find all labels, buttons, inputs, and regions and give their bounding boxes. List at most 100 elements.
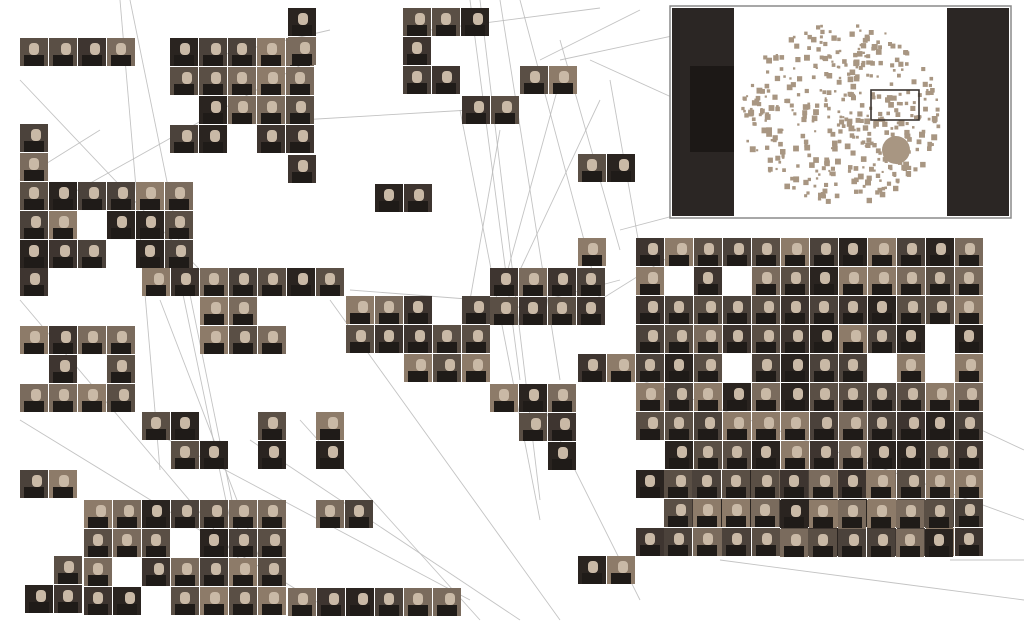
photo-thumbnail[interactable]	[288, 8, 316, 36]
photo-cluster[interactable]	[288, 588, 461, 616]
photo-thumbnail[interactable]	[20, 124, 48, 152]
photo-thumbnail[interactable]	[781, 325, 809, 353]
photo-thumbnail[interactable]	[49, 182, 77, 210]
photo-thumbnail[interactable]	[723, 441, 751, 469]
photo-thumbnail[interactable]	[258, 412, 286, 440]
photo-thumbnail[interactable]	[433, 325, 461, 353]
photo-thumbnail[interactable]	[520, 66, 548, 94]
photo-thumbnail[interactable]	[636, 528, 664, 556]
photo-thumbnail[interactable]	[49, 470, 77, 498]
photo-cluster[interactable]	[170, 38, 314, 153]
photo-thumbnail[interactable]	[258, 326, 286, 354]
photo-thumbnail[interactable]	[490, 268, 518, 296]
photo-thumbnail[interactable]	[897, 354, 925, 382]
photo-thumbnail[interactable]	[752, 383, 780, 411]
photo-thumbnail[interactable]	[54, 585, 82, 613]
photo-thumbnail[interactable]	[84, 558, 112, 586]
photo-thumbnail[interactable]	[78, 384, 106, 412]
photo-thumbnail[interactable]	[636, 267, 664, 295]
photo-thumbnail[interactable]	[200, 297, 228, 325]
photo-thumbnail[interactable]	[433, 354, 461, 382]
photo-thumbnail[interactable]	[810, 441, 838, 469]
photo-thumbnail[interactable]	[142, 529, 170, 557]
photo-thumbnail[interactable]	[955, 267, 983, 295]
photo-thumbnail[interactable]	[257, 96, 285, 124]
photo-thumbnail[interactable]	[346, 325, 374, 353]
photo-thumbnail[interactable]	[897, 412, 925, 440]
photo-thumbnail[interactable]	[694, 325, 722, 353]
photo-thumbnail[interactable]	[810, 325, 838, 353]
photo-thumbnail[interactable]	[810, 238, 838, 266]
photo-thumbnail[interactable]	[78, 182, 106, 210]
photo-thumbnail[interactable]	[839, 238, 867, 266]
photo-thumbnail[interactable]	[171, 412, 199, 440]
photo-thumbnail[interactable]	[49, 355, 77, 383]
photo-thumbnail[interactable]	[781, 383, 809, 411]
photo-thumbnail[interactable]	[107, 38, 135, 66]
photo-thumbnail[interactable]	[636, 296, 664, 324]
photo-thumbnail[interactable]	[404, 184, 432, 212]
photo-thumbnail[interactable]	[752, 296, 780, 324]
photo-thumbnail[interactable]	[868, 325, 896, 353]
photo-thumbnail[interactable]	[519, 384, 547, 412]
photo-thumbnail[interactable]	[868, 441, 896, 469]
photo-thumbnail[interactable]	[809, 470, 837, 498]
photo-thumbnail[interactable]	[694, 267, 722, 295]
photo-thumbnail[interactable]	[867, 529, 895, 557]
photo-cluster[interactable]	[84, 500, 286, 615]
photo-thumbnail[interactable]	[346, 296, 374, 324]
photo-thumbnail[interactable]	[404, 325, 432, 353]
photo-thumbnail[interactable]	[722, 528, 750, 556]
photo-thumbnail[interactable]	[607, 556, 635, 584]
photo-thumbnail[interactable]	[723, 412, 751, 440]
photo-thumbnail[interactable]	[288, 588, 316, 616]
photo-thumbnail[interactable]	[752, 238, 780, 266]
photo-thumbnail[interactable]	[664, 528, 692, 556]
photo-thumbnail[interactable]	[142, 268, 170, 296]
photo-thumbnail[interactable]	[926, 412, 954, 440]
photo-thumbnail[interactable]	[752, 441, 780, 469]
photo-thumbnail[interactable]	[54, 556, 82, 584]
photo-thumbnail[interactable]	[84, 529, 112, 557]
photo-thumbnail[interactable]	[403, 8, 431, 36]
photo-thumbnail[interactable]	[462, 96, 490, 124]
photo-thumbnail[interactable]	[780, 500, 808, 528]
photo-thumbnail[interactable]	[228, 38, 256, 66]
photo-thumbnail[interactable]	[578, 354, 606, 382]
photo-thumbnail[interactable]	[346, 588, 374, 616]
photo-thumbnail[interactable]	[780, 529, 808, 557]
photo-cluster[interactable]	[578, 354, 635, 382]
photo-cluster[interactable]	[20, 268, 48, 296]
photo-cluster[interactable]	[520, 66, 577, 94]
photo-cluster[interactable]	[258, 412, 344, 469]
photo-thumbnail[interactable]	[375, 296, 403, 324]
photo-thumbnail[interactable]	[258, 441, 286, 469]
photo-thumbnail[interactable]	[925, 529, 953, 557]
photo-thumbnail[interactable]	[665, 354, 693, 382]
photo-thumbnail[interactable]	[20, 240, 48, 268]
photo-thumbnail[interactable]	[375, 588, 403, 616]
photo-thumbnail[interactable]	[25, 585, 53, 613]
photo-thumbnail[interactable]	[694, 441, 722, 469]
photo-thumbnail[interactable]	[49, 240, 77, 268]
photo-thumbnail[interactable]	[549, 66, 577, 94]
photo-cluster[interactable]	[490, 268, 547, 325]
photo-thumbnail[interactable]	[868, 412, 896, 440]
photo-thumbnail[interactable]	[665, 383, 693, 411]
photo-thumbnail[interactable]	[548, 384, 576, 412]
photo-thumbnail[interactable]	[316, 268, 344, 296]
photo-thumbnail[interactable]	[142, 558, 170, 586]
photo-thumbnail[interactable]	[607, 154, 635, 182]
photo-thumbnail[interactable]	[258, 268, 286, 296]
photo-thumbnail[interactable]	[490, 297, 518, 325]
photo-thumbnail[interactable]	[49, 384, 77, 412]
photo-thumbnail[interactable]	[20, 470, 48, 498]
photo-thumbnail[interactable]	[723, 238, 751, 266]
photo-thumbnail[interactable]	[578, 154, 606, 182]
photo-thumbnail[interactable]	[781, 267, 809, 295]
photo-cluster[interactable]	[25, 556, 82, 613]
photo-thumbnail[interactable]	[20, 326, 48, 354]
photo-thumbnail[interactable]	[810, 267, 838, 295]
photo-thumbnail[interactable]	[316, 412, 344, 440]
photo-thumbnail[interactable]	[136, 240, 164, 268]
